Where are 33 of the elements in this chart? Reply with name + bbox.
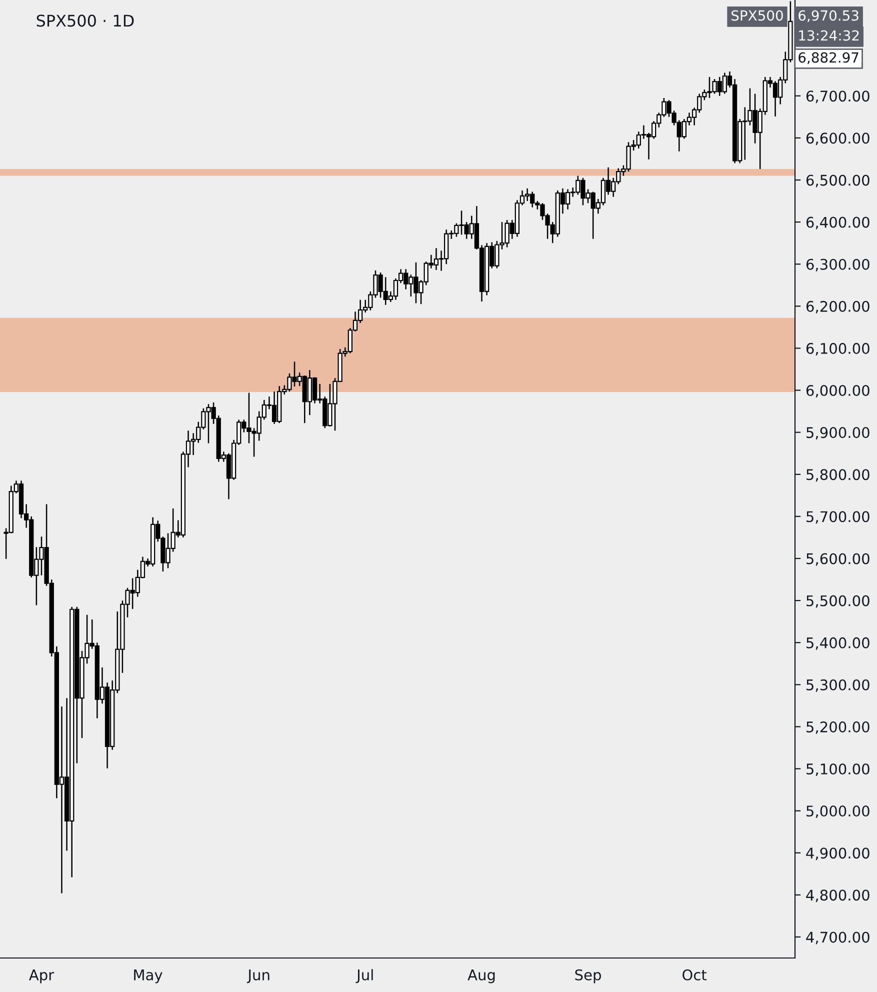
y-tick-label: 4,800.00	[806, 890, 870, 902]
x-tick-label: Jul	[356, 969, 373, 984]
x-tick-label: Jun	[246, 970, 270, 984]
annotation: SPX500	[732, 10, 783, 21]
text: 6,882.97	[798, 52, 858, 64]
y-tick-label: 6,700.00	[806, 90, 870, 104]
y-tick-label: 5,900.00	[806, 427, 870, 440]
y-tick-label: 5,200.00	[806, 721, 870, 734]
x-tick-label: Sep	[575, 969, 601, 984]
y-tick-label: 6,500.00	[806, 174, 870, 188]
y-tick-label: 4,700.00	[806, 932, 870, 944]
y-tick-label: 5,500.00	[806, 595, 870, 608]
y-tick-label: 6,400.00	[806, 216, 870, 230]
text: 13:24:32	[799, 30, 859, 41]
y-tick-label: 6,600.00	[806, 132, 870, 146]
x-tick-label: Apr	[28, 970, 54, 984]
y-tick-label: 5,000.00	[806, 806, 870, 818]
y-tick-label: 5,800.00	[806, 469, 870, 482]
y-tick-label: 6,300.00	[806, 258, 870, 272]
text: SPX500 · 1D	[36, 14, 134, 27]
y-tick-label: 5,300.00	[806, 679, 870, 692]
y-tick-label: 5,100.00	[806, 763, 870, 776]
y-tick-label: 5,700.00	[806, 511, 870, 524]
x-tick-label: May	[134, 970, 162, 984]
x-tick-label: Aug	[468, 970, 495, 984]
y-tick-label: 6,200.00	[806, 300, 870, 314]
y-tick-label: 5,400.00	[806, 637, 870, 650]
y-tick-label: 4,900.00	[806, 848, 870, 860]
y-tick-label: 6,000.00	[806, 384, 870, 398]
y-tick-label: 6,100.00	[806, 342, 870, 356]
y-tick-label: 5,600.00	[806, 553, 870, 566]
x-tick-label: Oct	[682, 969, 707, 980]
text: 6,970.53	[798, 10, 858, 22]
